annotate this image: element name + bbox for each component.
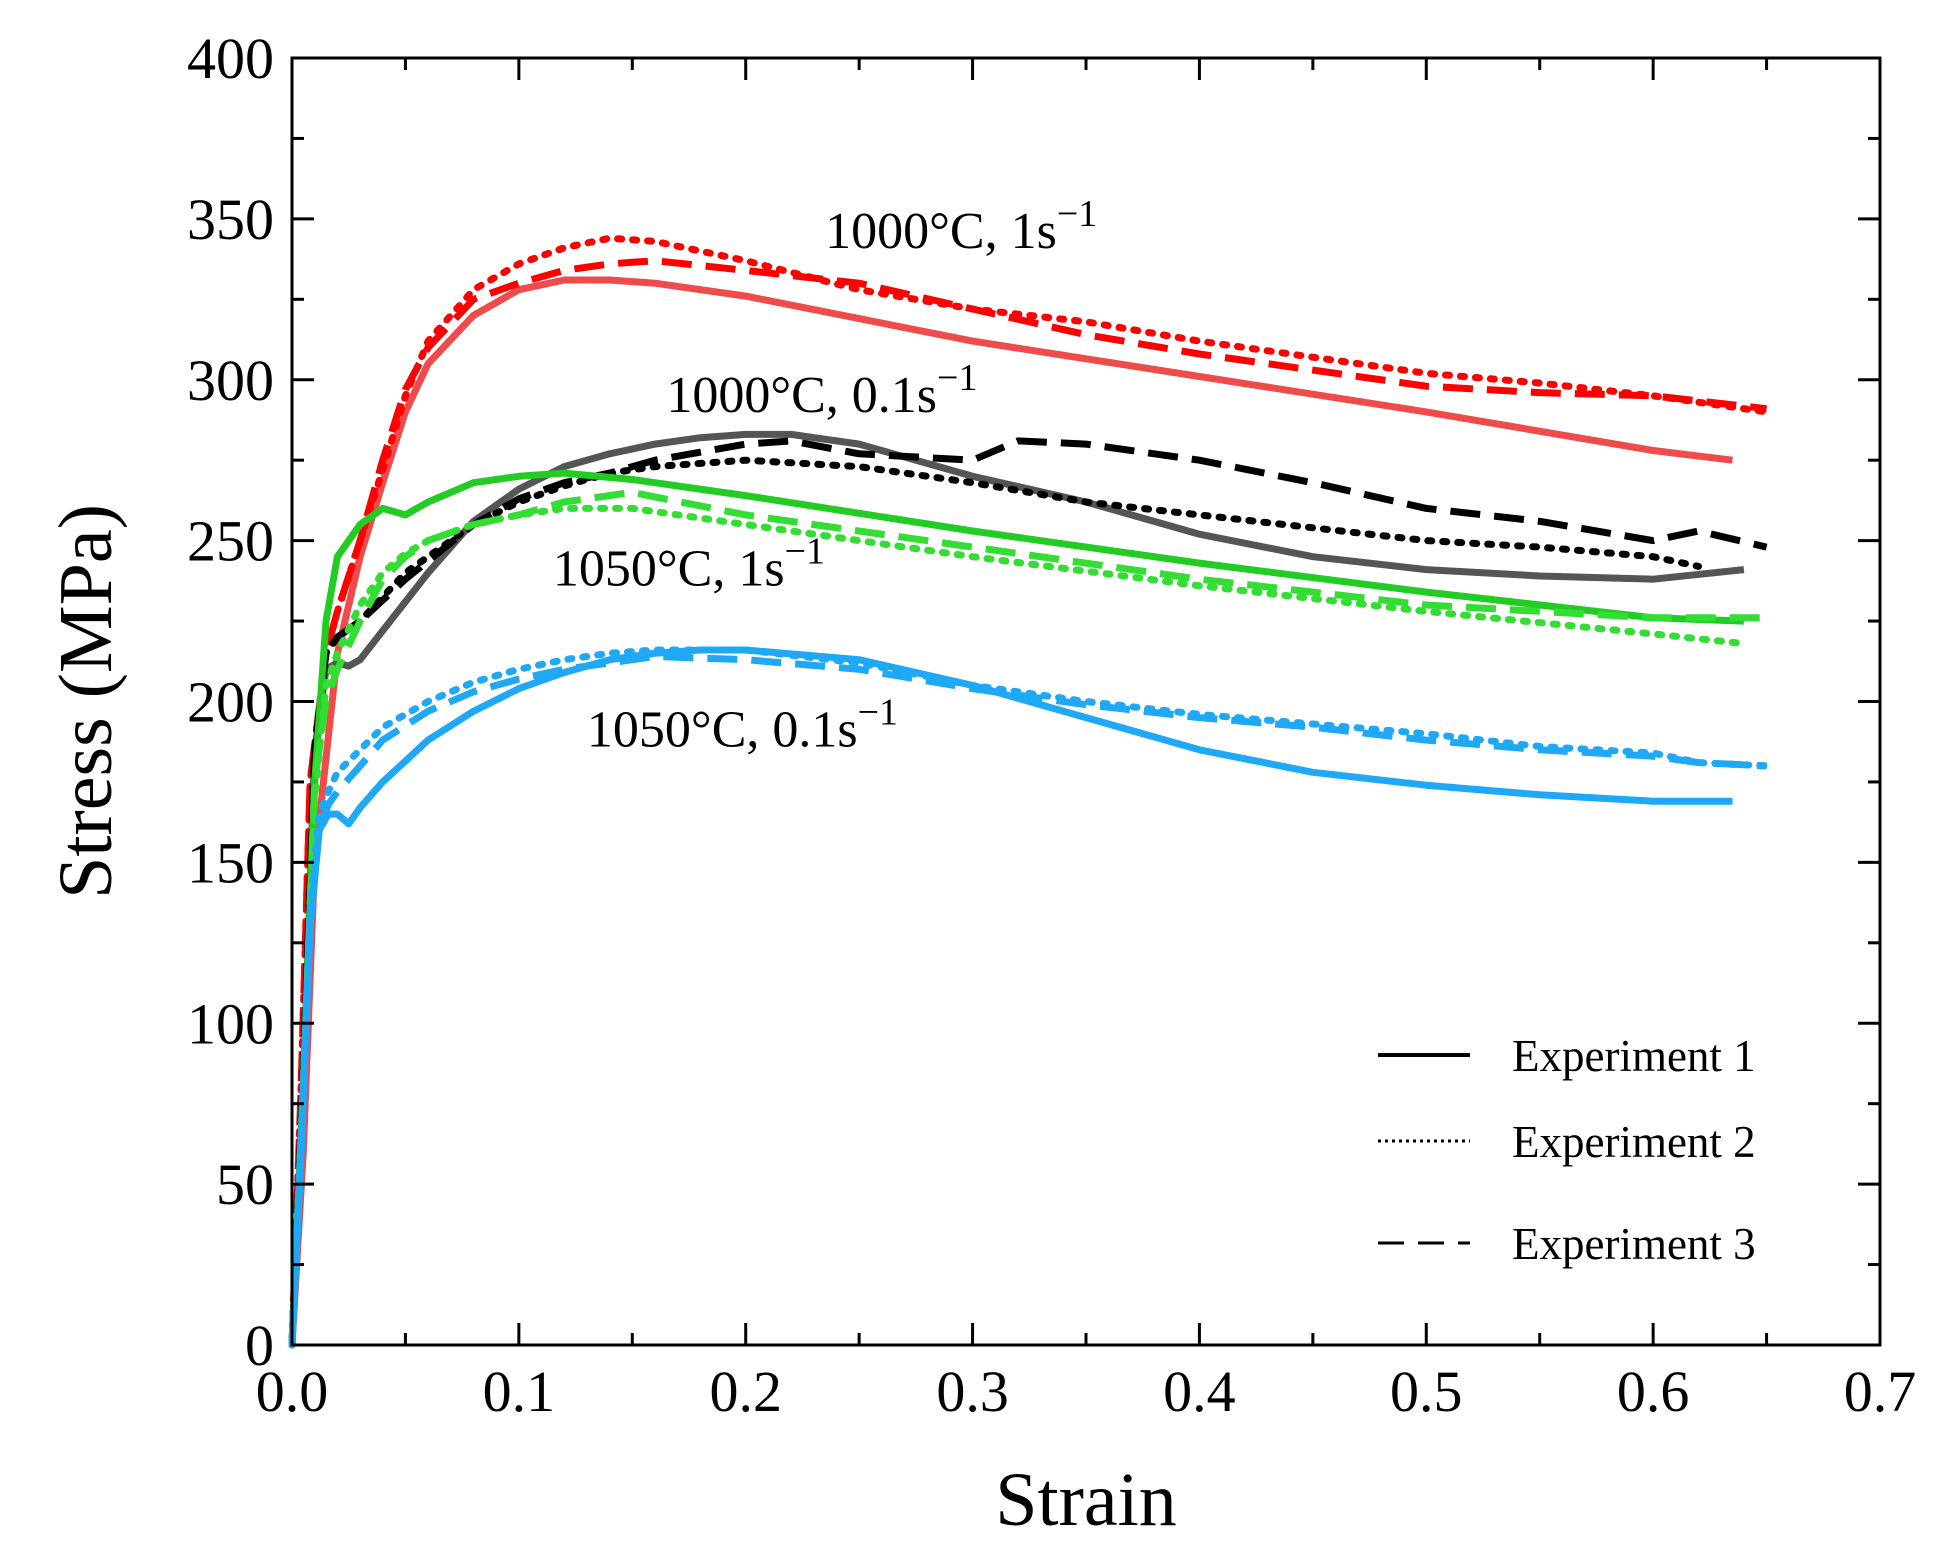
series-line-1 xyxy=(288,276,1733,1346)
x-axis-title: Strain xyxy=(995,1458,1177,1541)
y-axis-title: Stress (MPa) xyxy=(44,504,128,899)
annotation-label-4: 1050°C, 0.1s−1 xyxy=(587,692,898,759)
series-layer xyxy=(288,234,1771,1349)
legend-label-1: Experiment 1 xyxy=(1512,1031,1756,1081)
series-line-9 xyxy=(288,488,1767,1346)
y-tick-label: 100 xyxy=(187,991,274,1056)
y-tick-label: 0 xyxy=(245,1313,274,1378)
x-tick-label: 0.4 xyxy=(1163,1359,1236,1424)
series-line-3 xyxy=(288,257,1767,1346)
series-line-12 xyxy=(288,653,1767,1346)
x-tick-label: 0.0 xyxy=(256,1359,329,1424)
y-tick-label: 400 xyxy=(187,26,274,91)
series-line-11 xyxy=(288,646,1771,1349)
y-tick-label: 350 xyxy=(187,187,274,252)
x-tick-label: 0.6 xyxy=(1617,1359,1690,1424)
y-tick-label: 200 xyxy=(187,670,274,735)
x-tick-label: 0.7 xyxy=(1844,1359,1917,1424)
y-tick-label: 250 xyxy=(187,509,274,574)
series-line-7 xyxy=(288,469,1745,1346)
y-tick-label: 50 xyxy=(216,1152,274,1217)
x-tick-label: 0.1 xyxy=(483,1359,556,1424)
annotation-label-1: 1000°C, 1s−1 xyxy=(825,193,1097,260)
annotation-label-3: 1050°C, 1s−1 xyxy=(553,531,825,598)
series-line-2 xyxy=(288,234,1771,1349)
series-line-4 xyxy=(288,430,1745,1346)
series-line-5 xyxy=(288,456,1702,1349)
legend: Experiment 1 Experiment 2 Experiment 3 xyxy=(1378,1031,1756,1269)
y-tick-label: 150 xyxy=(187,830,274,895)
annotation-label-2: 1000°C, 0.1s−1 xyxy=(666,357,977,424)
x-tick-label: 0.3 xyxy=(936,1359,1009,1424)
tick-layer: 0.0 0.1 0.2 0.3 0.4 0.5 0.6 0.7 0 50 100 150 200 250 3… xyxy=(187,26,1916,1424)
y-tick-label: 300 xyxy=(187,348,274,413)
x-tick-label: 0.2 xyxy=(709,1359,782,1424)
legend-label-3: Experiment 3 xyxy=(1512,1219,1756,1269)
legend-label-2: Experiment 2 xyxy=(1512,1117,1756,1167)
series-line-6 xyxy=(288,437,1768,1346)
x-tick-label: 0.5 xyxy=(1390,1359,1463,1424)
annotation-layer: 1000°C, 1s−1 1000°C, 0.1s−1 1050°C, 1s−1 10… xyxy=(553,193,1097,759)
